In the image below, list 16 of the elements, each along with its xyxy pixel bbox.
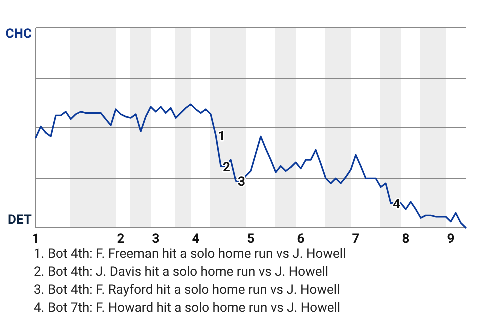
text: 4. Bot 7th: F. Howard hit a solo home run vs J. Howell — [34, 301, 341, 316]
x-tick-label: 9 — [447, 232, 455, 247]
text: 3. Bot 4th: F. Rayford hit a solo home run vs J. Howell — [34, 283, 340, 298]
x-tick-label: 6 — [297, 232, 306, 247]
x-tick-label: 7 — [352, 232, 360, 247]
x-tick-label: 1 — [32, 232, 40, 247]
text: 1. Bot 4th: F. Freeman hit a solo home run vs J. Howell — [34, 247, 346, 262]
x-tick-label: 2 — [117, 232, 125, 247]
text: CHC — [6, 27, 32, 42]
annotation: 1 — [218, 129, 226, 144]
x-tick-label: 8 — [402, 232, 410, 247]
text: 2. Bot 4th: J. Davis hit a solo home run vs J. Howell — [34, 265, 329, 280]
text: DET — [8, 213, 32, 228]
x-tick-label: 3 — [152, 232, 160, 247]
x-tick-label: 4 — [192, 232, 200, 247]
x-tick-label: 5 — [247, 232, 255, 247]
